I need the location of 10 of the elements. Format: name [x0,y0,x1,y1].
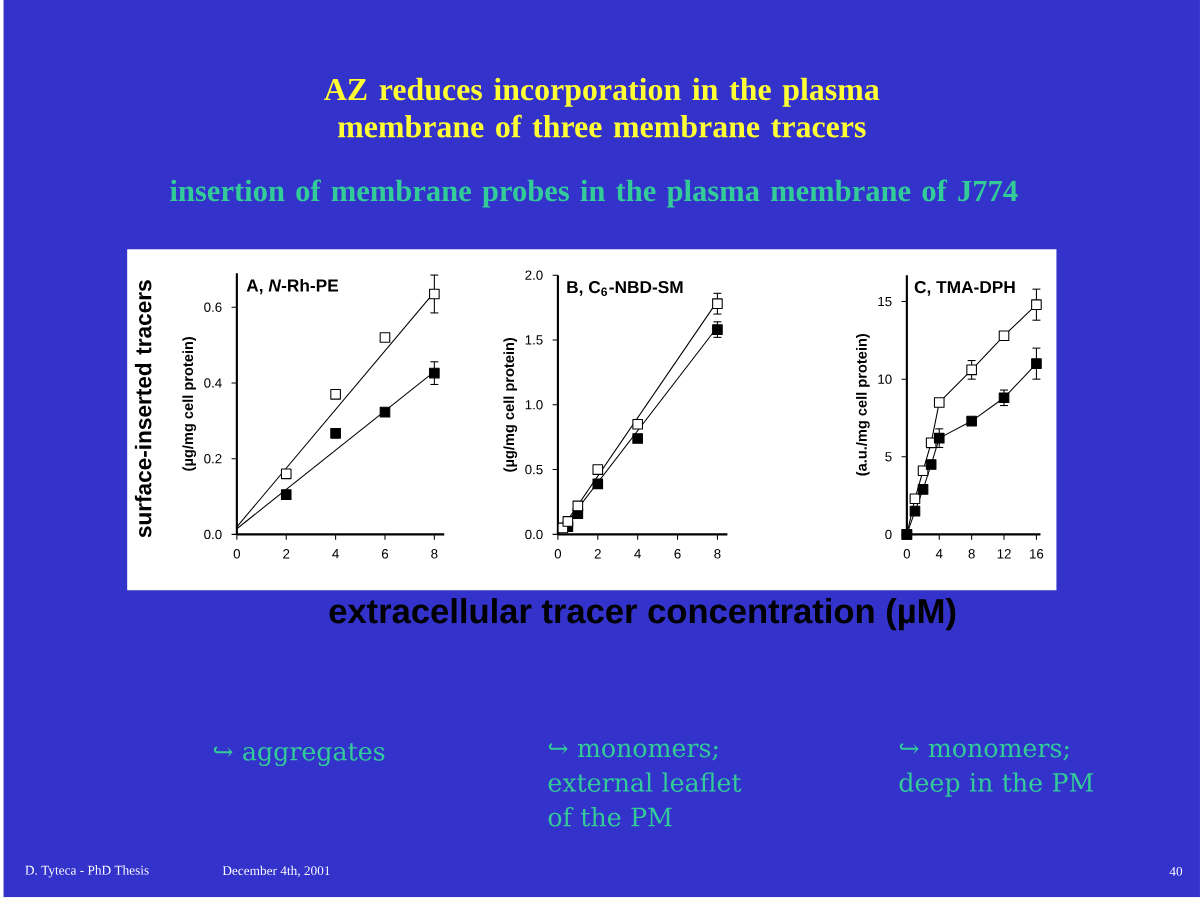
text: AZ reduces incorporation in the plasma membrane of three membrane tracers [324,78,880,138]
text: ↪ monomers; external leaflet of the PM [548,743,742,827]
chart-title: A, N-Rh-PE [246,279,339,295]
text: surface-inserted tracers [134,280,152,538]
text: ↪ aggregates [213,743,385,767]
chart-title: C, TMA-DPH [914,281,1015,297]
text: insertion of membrane probes in the plasma membrane of J774 [170,179,1018,208]
chart-title: B, C$_{6}$-NBD-SM [567,281,683,297]
text: ↪ monomers; deep in the PM [899,743,1094,798]
x-axis-title: extracellular tracer concentration (µM) [329,598,956,631]
